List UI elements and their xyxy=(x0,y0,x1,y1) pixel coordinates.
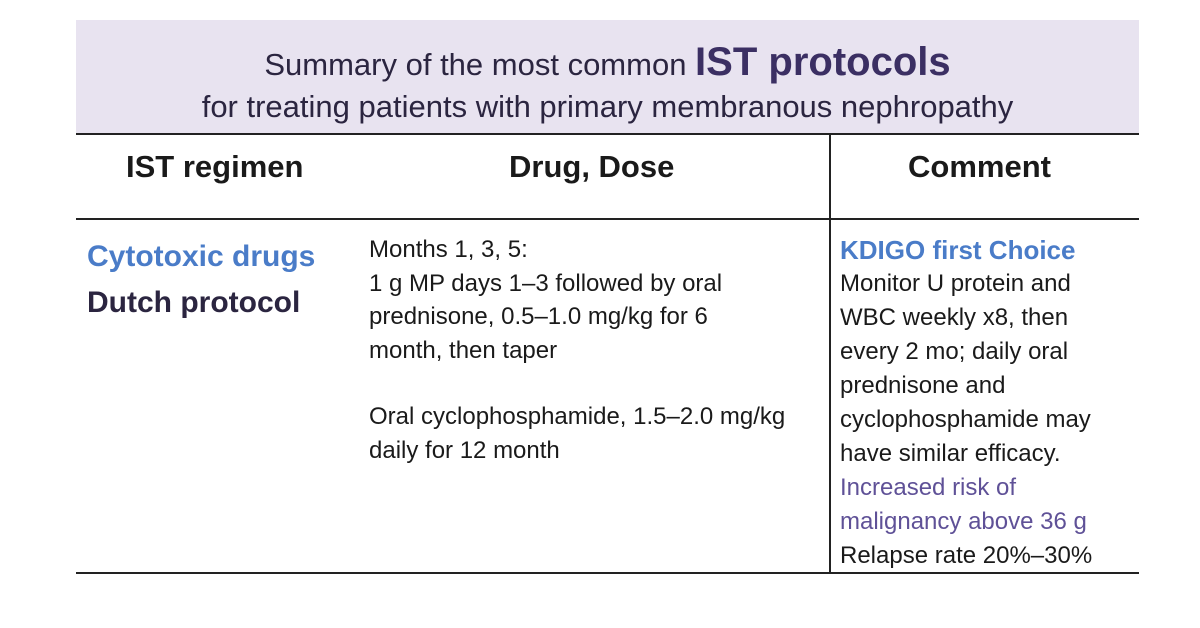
column-header-drug-dose: Drug, Dose xyxy=(509,149,675,184)
title: Summary of the most common IST protocols xyxy=(76,40,1139,87)
drug-line: Months 1, 3, 5: xyxy=(369,236,528,263)
column-header-ist-regimen: IST regimen xyxy=(126,149,304,184)
drug-line: prednisone, 0.5–1.0 mg/kg for 6 xyxy=(369,303,708,330)
column-divider xyxy=(829,135,831,572)
drug-dose-cell: Months 1, 3, 5: 1 g MP days 1–3 followed… xyxy=(369,233,824,467)
table-row: Cytotoxic drugs Dutch protocol Months 1,… xyxy=(76,220,1139,574)
risk-line: malignancy above 36 g xyxy=(840,508,1087,535)
title-emphasis: IST protocols xyxy=(695,40,951,84)
relapse-rate: Relapse rate 20%–30% xyxy=(840,542,1093,569)
comment-cell: KDIGO first Choice Monitor U protein and… xyxy=(840,233,1130,573)
regimen-protocol: Dutch protocol xyxy=(87,286,301,319)
title-banner: Summary of the most common IST protocols… xyxy=(76,20,1139,135)
comment-line: every 2 mo; daily oral xyxy=(840,338,1069,365)
drug-line: month, then taper xyxy=(369,336,558,364)
title-prefix: Summary of the most common xyxy=(264,47,696,82)
regimen-cell: Cytotoxic drugs Dutch protocol xyxy=(87,234,315,326)
table-header-row: IST regimen Drug, Dose Comment xyxy=(76,135,1139,220)
regimen-name: Cytotoxic drugs xyxy=(87,240,316,273)
slide: Summary of the most common IST protocols… xyxy=(76,20,1139,574)
comment-line: WBC weekly x8, then xyxy=(840,304,1069,331)
column-header-comment: Comment xyxy=(908,149,1051,184)
comment-line: cyclophosphamide may xyxy=(840,406,1091,433)
subtitle: for treating patients with primary membr… xyxy=(201,89,1014,124)
kdigo-first-choice: KDIGO first Choice xyxy=(840,235,1076,265)
comment-line: prednisone and xyxy=(840,372,1006,399)
drug-line: daily for 12 month xyxy=(369,436,560,464)
comment-line: have similar efficacy. xyxy=(840,440,1061,467)
drug-line: Oral cyclophosphamide, 1.5–2.0 mg/kg xyxy=(369,403,786,430)
paragraph-gap xyxy=(369,367,824,400)
comment-line: Monitor U protein and xyxy=(840,270,1071,297)
drug-line: 1 g MP days 1–3 followed by oral xyxy=(369,269,723,297)
risk-line: Increased risk of xyxy=(840,474,1017,501)
